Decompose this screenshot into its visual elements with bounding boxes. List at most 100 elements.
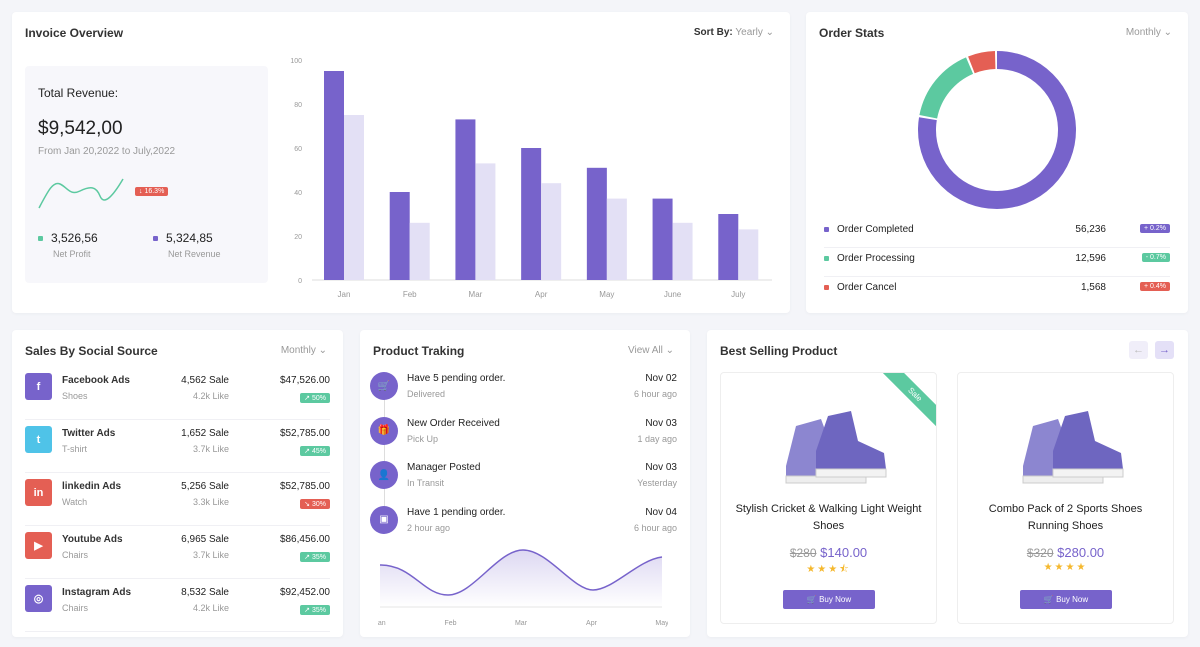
tracking-ago: 6 hour ago [633, 522, 677, 533]
source-name: linkedin Ads [62, 481, 122, 492]
net-profit-value: 3,526,56 [51, 231, 98, 245]
tracking-status: Pick Up [407, 433, 439, 444]
order-stat-value: 56,236 [1075, 224, 1106, 235]
tracking-item[interactable]: 👤 Manager Posted In Transit Nov 03 Yeste… [370, 461, 677, 497]
next-button[interactable]: → [1155, 341, 1174, 359]
social-source-row[interactable]: f Facebook Ads Shoes 4,562 Sale 4.2k Lik… [25, 367, 330, 420]
period-dropdown[interactable]: Monthly ⌄ [1125, 27, 1172, 38]
y-tick-label: 60 [294, 146, 302, 153]
tracking-icon: ▣ [370, 505, 398, 534]
bar-july-series-2 [738, 229, 759, 280]
source-category: Watch [62, 497, 88, 507]
order-stat-change: + 0.2% [1140, 224, 1170, 233]
product-card[interactable]: Sale Stylish Cricket & Walking Light Wei… [720, 372, 937, 624]
source-name: Youtube Ads [62, 534, 123, 545]
tracking-date: Nov 04 [645, 506, 677, 518]
twitter-icon: t [25, 426, 52, 453]
bar-jan-series-1 [324, 71, 344, 280]
tracking-wave-chart: Jan Feb Mar Apr May [378, 549, 668, 627]
social-source-row[interactable]: ◎ Instagram Ads Chairs 8,532 Sale 4.2k L… [25, 579, 330, 632]
sale-count: 5,256 Sale [181, 481, 229, 492]
tracking-status: Delivered [407, 389, 446, 399]
tracking-item[interactable]: 🎁 New Order Received Pick Up Nov 03 1 da… [370, 416, 677, 453]
bar-apr-series-1 [521, 148, 542, 280]
tracking-ago: 1 day ago [637, 433, 677, 444]
x-tick-label: June [664, 290, 682, 299]
sale-count: 8,532 Sale [181, 587, 229, 598]
total-revenue-value: $9,542,00 [38, 118, 123, 139]
bar-jan-series-2 [344, 115, 364, 280]
x-tick-label: Mar [469, 290, 483, 299]
tracking-status: 2 hour ago [407, 522, 451, 533]
bar-june-series-1 [652, 198, 673, 280]
sort-label: Sort By: [693, 27, 733, 38]
social-source-row[interactable]: t Twitter Ads T-shirt 1,652 Sale 3.7k Li… [25, 420, 330, 473]
net-profit-dot [38, 236, 43, 242]
source-category: Chairs [62, 550, 89, 560]
product-name: Stylish Cricket & Walking Light Weight S… [735, 503, 922, 532]
invoice-bar-chart: 0 20 40 60 80 100 Jan Feb Mar Apr May June July [290, 58, 772, 299]
view-all-link[interactable]: View All ⌄ [627, 345, 674, 356]
cart-icon: 🛒 [806, 595, 817, 604]
bar-mar-series-1 [455, 119, 476, 281]
linkedin-icon: in [25, 479, 52, 506]
social-source-row[interactable]: in linkedin Ads Watch 5,256 Sale 3.3k Li… [25, 473, 330, 526]
buy-now-button[interactable]: 🛒 Buy Now [783, 590, 875, 609]
prev-button[interactable]: ← [1129, 341, 1148, 359]
tracking-date: Nov 02 [645, 373, 677, 384]
youtube-icon: ▶ [25, 532, 52, 559]
y-tick-label: 0 [298, 278, 302, 285]
month-label: Apr [586, 620, 598, 627]
social-source-card: Sales By Social Source Monthly ⌄ f Faceb… [12, 330, 343, 637]
sort-dropdown[interactable]: Sort By: Yearly ⌄ [693, 27, 774, 38]
tracking-icon: 👤 [370, 461, 398, 489]
x-tick-label: Jan [338, 290, 351, 299]
bar-mar-series-2 [475, 163, 496, 280]
tracking-title: Have 1 pending order. [407, 506, 506, 518]
card-title: Order Stats [819, 26, 885, 40]
sort-value: Yearly [735, 27, 763, 38]
revenue-sparkline [38, 178, 124, 209]
like-count: 4.2k Like [192, 603, 229, 613]
card-title: Invoice Overview [25, 26, 124, 40]
revenue-change-badge: ↓ 16.3% [135, 187, 169, 196]
order-stats-card: Order Stats Monthly ⌄ Order Completed 56… [806, 12, 1188, 313]
order-stat-change: - 0.7% [1141, 253, 1170, 262]
shoe-image [1022, 411, 1124, 484]
amount: $52,785.00 [279, 481, 330, 492]
product-card[interactable]: Combo Pack of 2 Sports Shoes Running Sho… [957, 372, 1174, 624]
amount: $47,526.00 [279, 375, 330, 386]
period-dropdown[interactable]: Monthly ⌄ [280, 345, 327, 356]
order-stat-row: Order Completed 56,236 + 0.2% [824, 224, 1170, 248]
buy-now-button[interactable]: 🛒 Buy Now [1020, 590, 1112, 609]
button-label: Buy Now [1056, 595, 1089, 604]
net-revenue-dot [153, 236, 158, 242]
legend-dot [824, 255, 829, 261]
sale-count: 4,562 Sale [181, 375, 229, 386]
rating-stars: ★★★★ [1043, 562, 1088, 573]
like-count: 3.3k Like [192, 497, 229, 507]
price: $140.00 [820, 545, 868, 560]
tracking-date: Nov 03 [645, 462, 677, 473]
amount: $92,452.00 [279, 587, 330, 598]
legend-dot [824, 226, 829, 232]
old-price: $280 [789, 546, 817, 560]
tracking-item[interactable]: 🛒 Have 5 pending order. Delivered Nov 02… [370, 372, 677, 408]
change-badge: ↗ 50% [300, 393, 330, 403]
tracking-icon: 🛒 [370, 372, 398, 400]
change-badge: ↗ 35% [300, 552, 330, 562]
order-stat-row: Order Cancel 1,568 + 0.4% [824, 282, 1170, 306]
y-tick-label: 80 [294, 102, 302, 109]
tracking-title: Manager Posted [407, 462, 481, 473]
old-price: $320 [1026, 546, 1054, 560]
tracking-status: In Transit [407, 478, 445, 488]
order-stat-change: + 0.4% [1140, 282, 1170, 291]
social-source-row[interactable]: ▶ Youtube Ads Chairs 6,965 Sale 3.7k Lik… [25, 526, 330, 579]
bar-july-series-1 [718, 214, 739, 280]
month-label: Feb [444, 620, 456, 627]
legend-dot [824, 284, 829, 290]
order-donut-chart [918, 51, 1076, 209]
tracking-item[interactable]: ▣ Have 1 pending order. 2 hour ago Nov 0… [370, 505, 677, 542]
total-revenue-panel: Total Revenue: $9,542,00 From Jan 20,202… [25, 66, 268, 283]
order-stat-row: Order Processing 12,596 - 0.7% [824, 253, 1170, 277]
